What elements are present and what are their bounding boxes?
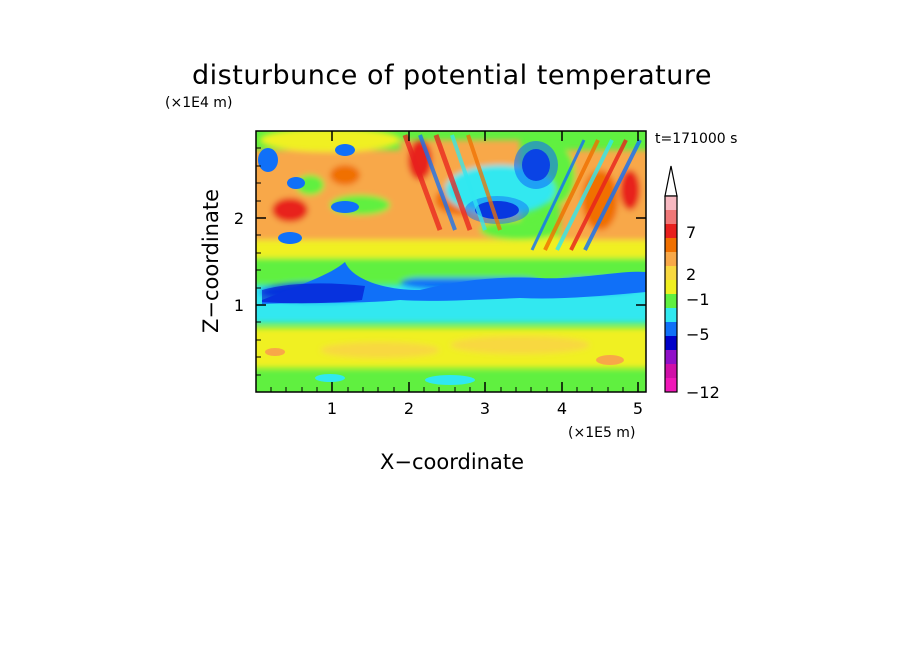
wave-stripe <box>433 134 473 231</box>
x-tick-label: 4 <box>557 399 567 418</box>
x-major-ticks-top <box>331 131 639 141</box>
band-green-mid <box>256 258 646 278</box>
colorbar-cell <box>665 364 677 379</box>
y-major-ticks-left <box>256 217 266 306</box>
y-major-ticks-right <box>636 217 646 306</box>
plot-area <box>256 131 646 392</box>
wave-stripe <box>555 139 614 251</box>
core-blue-5 <box>258 148 278 172</box>
patch-green-low-2 <box>315 374 345 382</box>
wave-stripe <box>543 139 600 251</box>
plot-frame <box>255 130 647 393</box>
core-blue-8 <box>278 232 302 244</box>
colorbar-cell <box>665 210 677 225</box>
band-low-orange <box>320 342 440 358</box>
colorbar: 7 2 −1 −5 −12 <box>664 165 720 402</box>
x-tick-label: 3 <box>480 399 490 418</box>
wave-stripes-right <box>530 139 642 251</box>
colorbar-cells <box>665 196 677 393</box>
y-tick-label: 2 <box>234 209 244 228</box>
colorbar-cell <box>665 336 677 351</box>
colorbar-cell <box>665 322 677 337</box>
blob-top-yellow <box>260 131 400 152</box>
wave-stripe <box>418 134 457 231</box>
band-orange-upper <box>256 150 410 240</box>
blob-red-2 <box>330 165 360 185</box>
colorbar-cell <box>665 280 677 295</box>
colorbar-label: −12 <box>686 383 720 402</box>
wave-stripe <box>450 134 487 231</box>
wave-stripe <box>402 134 443 231</box>
colorbar-labels: 7 2 −1 −5 −12 <box>686 223 720 402</box>
patch-orange-low <box>265 348 285 356</box>
x-major-ticks-bottom <box>331 382 639 392</box>
blob-red-right-2 <box>620 170 640 210</box>
band-low-yellow <box>256 328 646 368</box>
minor-ticks <box>256 147 624 392</box>
x-axis-label: X−coordinate <box>380 450 524 474</box>
wave-stripe <box>530 139 586 251</box>
x-tick-labels: 1 2 3 4 5 <box>327 399 643 418</box>
x-tick-label: 5 <box>633 399 643 418</box>
patch-orange-low-2 <box>596 355 624 365</box>
colorbar-cell <box>665 196 677 211</box>
colorbar-cell <box>665 308 677 323</box>
colorbar-cell <box>665 350 677 365</box>
x-scale-label: (×1E5 m) <box>568 425 635 441</box>
colorbar-cell <box>665 294 677 309</box>
colorbar-cell <box>665 266 677 281</box>
blue-band-left <box>262 283 365 304</box>
core-blue-7 <box>331 201 359 213</box>
y-tick-label: 1 <box>234 296 244 315</box>
colorbar-frame <box>664 195 678 393</box>
colorbar-cell <box>665 252 677 267</box>
axes <box>255 130 647 393</box>
band-low-orange-2 <box>450 336 590 354</box>
chart-title: disturbunce of potential temperature <box>192 60 712 91</box>
x-tick-label: 2 <box>404 399 414 418</box>
y-tick-labels: 1 2 <box>234 209 244 315</box>
colorbar-cell <box>665 238 677 253</box>
wave-stripe <box>466 134 502 231</box>
colorbar-cell <box>665 224 677 239</box>
wave-stripe <box>569 139 628 251</box>
core-blue-9 <box>335 144 355 156</box>
wave-stripes-mid <box>402 134 502 231</box>
blob-red-left <box>272 198 308 222</box>
colorbar-label: 2 <box>686 265 696 284</box>
time-label: t=171000 s <box>655 131 737 147</box>
colorbar-label: 7 <box>686 223 696 242</box>
colorbar-cell <box>665 378 677 393</box>
y-axis-label: Z−coordinate <box>199 189 223 333</box>
colorbar-label: −5 <box>686 325 710 344</box>
core-blue-6 <box>287 177 305 189</box>
colorbar-label: −1 <box>686 290 710 309</box>
wave-stripe <box>583 139 642 251</box>
core-blue-3 <box>514 141 558 189</box>
field-details <box>258 134 646 385</box>
patch-green-low <box>425 375 475 385</box>
colorbar-extend-triangle <box>664 165 678 197</box>
x-tick-label: 1 <box>327 399 337 418</box>
y-scale-label: (×1E4 m) <box>165 95 232 111</box>
